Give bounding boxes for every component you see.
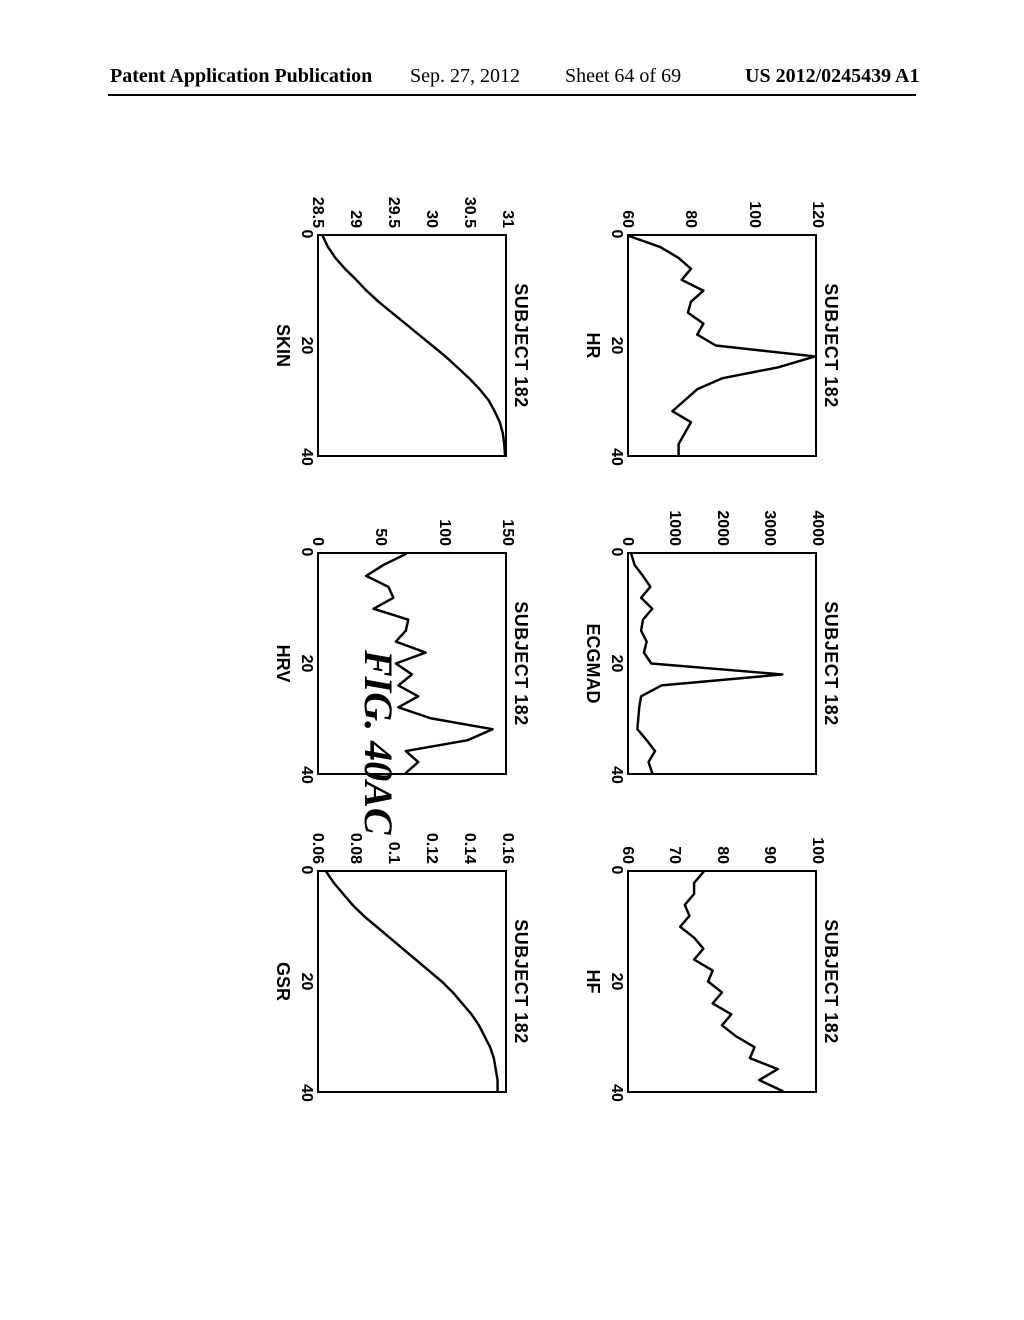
page-header: Patent Application Publication Sep. 27, … xyxy=(0,65,1024,105)
series-line xyxy=(319,872,505,1091)
panel-title: SUBJECT 182 xyxy=(510,234,531,457)
xtick: 20 xyxy=(607,655,625,673)
ytick: 30.5 xyxy=(460,172,478,228)
xtick: 40 xyxy=(607,448,625,466)
ytick: 50 xyxy=(371,490,389,546)
panel-xlabel: HR xyxy=(582,234,603,457)
panel-ecgmad: SUBJECT 182 ECGMAD 0 20 40 0 1000 2000 3000 4000 xyxy=(565,490,845,790)
ytick: 29.5 xyxy=(384,172,402,228)
xtick: 40 xyxy=(607,1084,625,1102)
ytick: 0.06 xyxy=(308,808,326,864)
ytick: 60 xyxy=(618,172,636,228)
xtick: 20 xyxy=(297,973,315,991)
panel-xlabel: HF xyxy=(582,870,603,1093)
ytick: 80 xyxy=(713,808,731,864)
header-rule xyxy=(108,94,916,96)
ytick: 60 xyxy=(618,808,636,864)
plot-area xyxy=(317,552,507,775)
xtick: 0 xyxy=(607,548,625,557)
xtick: 20 xyxy=(297,655,315,673)
ytick: 28.5 xyxy=(308,172,326,228)
xtick: 20 xyxy=(607,973,625,991)
header-left: Patent Application Publication xyxy=(110,65,372,88)
header-date: Sep. 27, 2012 xyxy=(410,65,520,88)
ytick: 80 xyxy=(681,172,699,228)
xtick: 40 xyxy=(297,766,315,784)
ytick: 0 xyxy=(618,490,636,546)
panel-hf: SUBJECT 182 HF 0 20 40 60 70 80 90 100 xyxy=(565,808,845,1108)
ytick: 100 xyxy=(808,808,826,864)
series-line xyxy=(629,872,815,1091)
ytick: 0 xyxy=(308,490,326,546)
xtick: 40 xyxy=(297,448,315,466)
ytick: 31 xyxy=(498,172,516,228)
series-line xyxy=(629,554,815,773)
series-line xyxy=(629,236,815,455)
xtick: 0 xyxy=(297,230,315,239)
plot-area xyxy=(317,234,507,457)
header-docnum: US 2012/0245439 A1 xyxy=(745,65,919,88)
panel-title: SUBJECT 182 xyxy=(510,552,531,775)
xtick: 0 xyxy=(607,230,625,239)
series-line xyxy=(319,236,505,455)
xtick: 40 xyxy=(607,766,625,784)
ytick: 150 xyxy=(498,490,516,546)
ytick: 30 xyxy=(422,172,440,228)
panel-title: SUBJECT 182 xyxy=(820,552,841,775)
series-line xyxy=(319,554,505,773)
panel-title: SUBJECT 182 xyxy=(820,870,841,1093)
ytick: 2000 xyxy=(713,490,731,546)
xtick: 20 xyxy=(607,337,625,355)
plot-area xyxy=(627,234,817,457)
ytick: 0.16 xyxy=(498,808,516,864)
xtick: 40 xyxy=(297,1084,315,1102)
header-sheet: Sheet 64 of 69 xyxy=(565,65,681,88)
panel-title: SUBJECT 182 xyxy=(510,870,531,1093)
plot-area xyxy=(627,870,817,1093)
ytick: 90 xyxy=(761,808,779,864)
panel-gsr: SUBJECT 182GSR020400.060.080.10.120.140.… xyxy=(255,808,535,1108)
ytick: 3000 xyxy=(761,490,779,546)
panel-skin: SUBJECT 182 SKIN 0 20 40 28.5 29 29.5 30 30.5 31 xyxy=(255,172,535,472)
panel-xlabel: SKIN xyxy=(272,234,293,457)
plot-area xyxy=(627,552,817,775)
panel-title: SUBJECT 182 xyxy=(820,234,841,457)
plot-area xyxy=(317,870,507,1093)
xtick: 20 xyxy=(297,337,315,355)
panel-xlabel: HRV xyxy=(272,552,293,775)
panel-hr: SUBJECT 182 HR 0 20 40 60 80 100 120 xyxy=(565,172,845,472)
ytick: 120 xyxy=(808,172,826,228)
ytick: 1000 xyxy=(666,490,684,546)
xtick: 0 xyxy=(297,548,315,557)
xtick: 0 xyxy=(607,866,625,875)
ytick: 4000 xyxy=(808,490,826,546)
xtick: 0 xyxy=(297,866,315,875)
chart-grid: SUBJECT 182 HR 0 20 40 60 80 100 120 SUBJECT 182 E… xyxy=(255,172,845,1108)
ytick: 100 xyxy=(745,172,763,228)
panel-xlabel: ECGMAD xyxy=(582,552,603,775)
ytick: 0.14 xyxy=(460,808,478,864)
ytick: 29 xyxy=(346,172,364,228)
ytick: 100 xyxy=(435,490,453,546)
figure-stage: SUBJECT 182HR020406080100120SUBJECT 182E… xyxy=(90,280,1010,1000)
ytick: 70 xyxy=(666,808,684,864)
panel-xlabel: GSR xyxy=(272,870,293,1093)
figure-label: FIG. 40AC xyxy=(355,650,402,835)
ytick: 0.12 xyxy=(422,808,440,864)
